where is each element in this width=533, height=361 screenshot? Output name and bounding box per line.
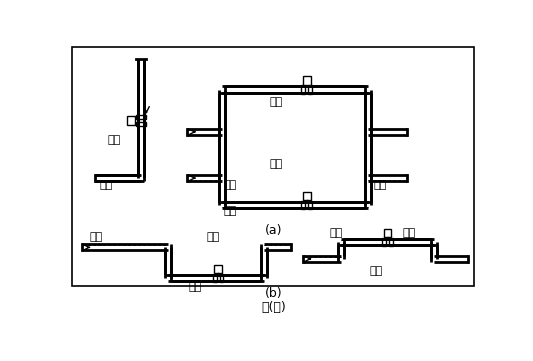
Bar [384,229,391,237]
Text: 气泡: 气泡 [90,232,103,242]
Text: 液体: 液体 [223,206,236,216]
Bar [213,274,216,282]
Text: 错误: 错误 [269,158,282,169]
Bar [136,115,146,119]
Bar [301,201,305,209]
Bar [127,116,135,125]
Bar [389,238,393,246]
Text: 错误: 错误 [369,266,383,276]
Bar [308,201,312,209]
Text: (b): (b) [265,287,282,300]
Bar [136,122,146,126]
Text: 液体: 液体 [373,180,386,190]
Text: (a): (a) [265,224,282,237]
Bar [303,192,311,200]
Text: 气泡: 气泡 [403,228,416,238]
Bar [303,76,311,84]
Bar [301,85,305,94]
Bar [308,85,312,94]
Text: 液体: 液体 [100,180,113,190]
Bar [214,265,222,273]
Bar [72,47,474,286]
Text: 图(四): 图(四) [261,301,286,314]
Text: 液体: 液体 [223,180,236,190]
Text: 气泡: 气泡 [207,232,220,242]
Bar [220,274,223,282]
Text: 正确: 正确 [108,135,121,145]
Bar [382,238,386,246]
Text: 正确: 正确 [188,282,201,292]
Text: 正确: 正确 [269,97,282,107]
Text: 气泡: 气泡 [330,228,343,238]
